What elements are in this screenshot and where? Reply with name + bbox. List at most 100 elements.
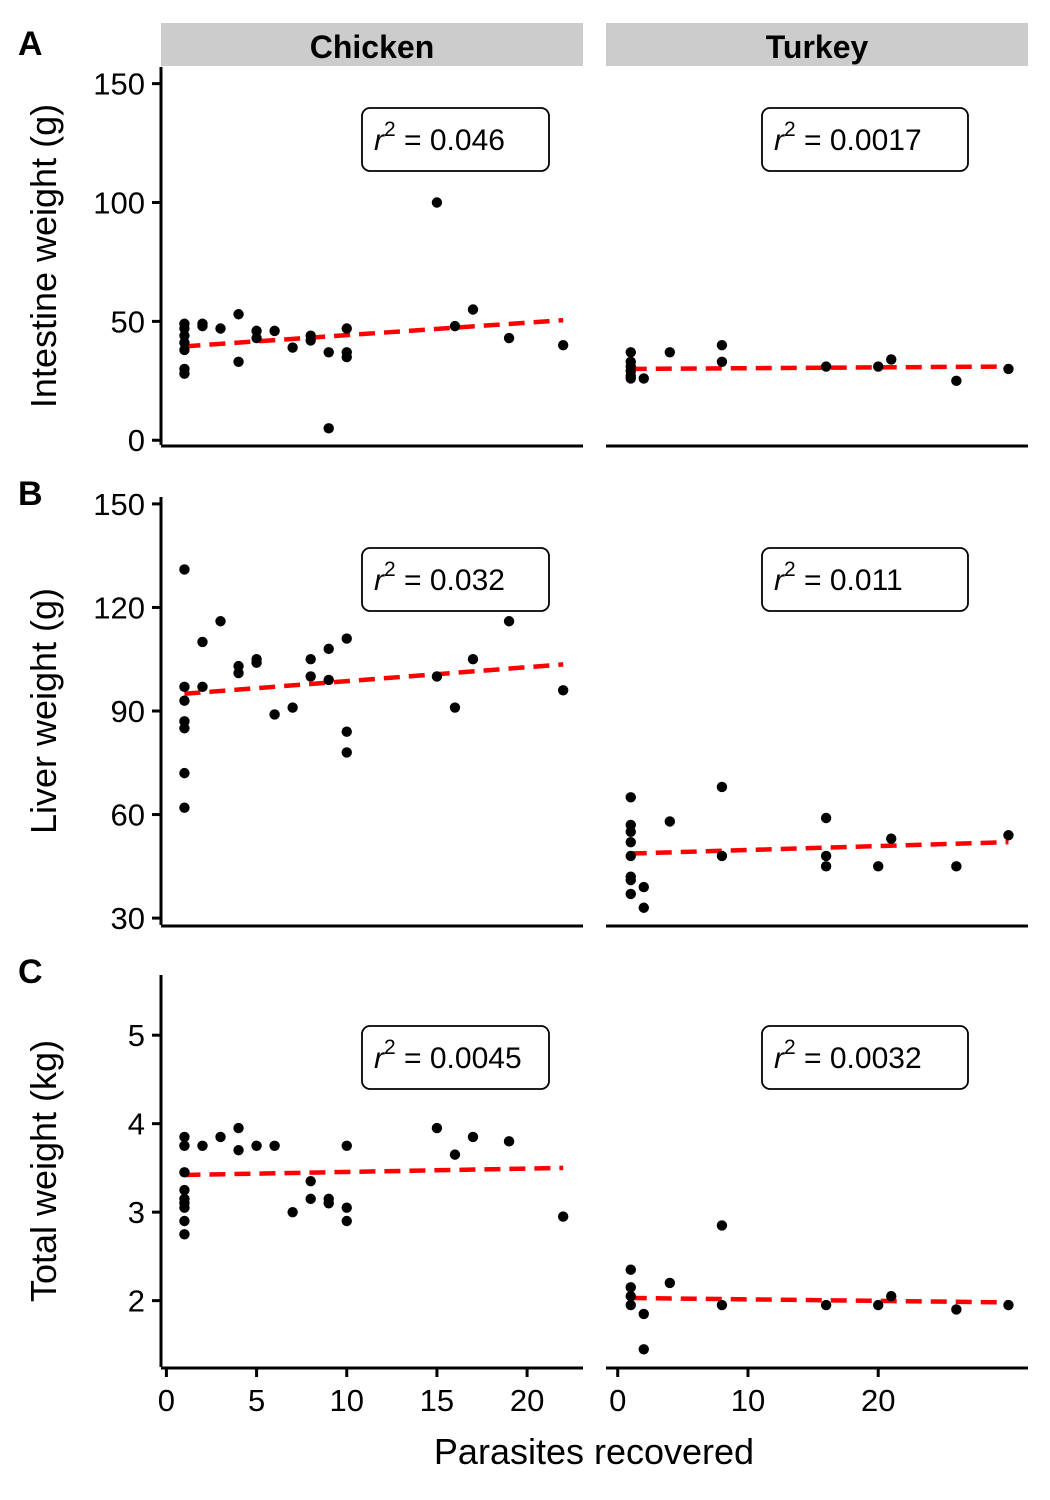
data-point bbox=[873, 1299, 884, 1311]
r2-exponent: 2 bbox=[384, 1036, 396, 1059]
data-point bbox=[215, 616, 226, 627]
data-point bbox=[625, 836, 636, 848]
data-point bbox=[233, 667, 244, 679]
data-point bbox=[287, 1206, 298, 1218]
data-point bbox=[179, 368, 190, 379]
data-point bbox=[886, 1291, 897, 1302]
data-point bbox=[179, 1131, 190, 1143]
y-tick-label: 5 bbox=[128, 1018, 145, 1053]
data-point bbox=[179, 1215, 190, 1227]
r2-exponent: 2 bbox=[784, 118, 796, 141]
regression-line bbox=[184, 662, 564, 696]
r2-symbol: r bbox=[774, 1042, 785, 1075]
data-point bbox=[503, 1136, 515, 1147]
panel-letter-b: B bbox=[18, 475, 43, 513]
data-point bbox=[951, 861, 962, 872]
data-point bbox=[179, 723, 190, 734]
r2-label: r2 = 0.0045 bbox=[374, 1036, 522, 1075]
data-point bbox=[341, 323, 352, 334]
x-tick-label: 5 bbox=[248, 1383, 265, 1418]
data-point bbox=[873, 361, 884, 372]
data-point bbox=[341, 726, 352, 737]
x-tick-label: 15 bbox=[420, 1383, 454, 1418]
data-point bbox=[233, 1122, 244, 1134]
data-point bbox=[269, 325, 280, 337]
data-point bbox=[716, 781, 728, 793]
r2-symbol: r bbox=[774, 124, 785, 157]
r2-label-box bbox=[761, 547, 969, 612]
data-point bbox=[179, 564, 190, 575]
panel-b-turkey: r2 = 0.011 bbox=[606, 547, 1028, 928]
data-point bbox=[467, 654, 479, 665]
data-point bbox=[820, 861, 832, 872]
data-point bbox=[287, 702, 298, 713]
x-tick-label: 0 bbox=[158, 1383, 175, 1418]
x-tick-label: 20 bbox=[510, 1383, 544, 1418]
data-point bbox=[664, 347, 676, 358]
data-point bbox=[179, 323, 190, 334]
data-point bbox=[179, 1167, 190, 1178]
regression-line bbox=[630, 364, 1009, 372]
data-point bbox=[341, 747, 352, 758]
r2-value: = 0.0017 bbox=[796, 124, 922, 157]
y-tick-label: 30 bbox=[111, 901, 145, 936]
data-point bbox=[233, 309, 244, 320]
data-point bbox=[716, 339, 728, 351]
data-point bbox=[305, 654, 316, 665]
data-point bbox=[820, 1299, 832, 1311]
data-point bbox=[179, 681, 190, 693]
data-point bbox=[557, 1211, 569, 1222]
data-point bbox=[179, 1229, 190, 1240]
data-point bbox=[1003, 363, 1014, 375]
y-tick-label: 100 bbox=[93, 186, 145, 221]
data-point bbox=[625, 888, 636, 900]
r2-label-box bbox=[361, 547, 550, 612]
data-point bbox=[431, 1122, 443, 1134]
data-point bbox=[625, 792, 636, 803]
r2-value: = 0.032 bbox=[396, 564, 505, 597]
data-point bbox=[716, 850, 728, 862]
data-point bbox=[820, 850, 832, 862]
y-axis-title-c: Total weight (kg) bbox=[23, 1040, 64, 1302]
panel-letter-c: C bbox=[18, 953, 43, 991]
r2-exponent: 2 bbox=[784, 558, 796, 581]
data-point bbox=[341, 1140, 352, 1151]
y-axis-title-a: Intestine weight (g) bbox=[23, 104, 64, 408]
y-tick-label: 120 bbox=[93, 590, 145, 625]
panel-c-turkey: r2 = 0.0032 bbox=[606, 1025, 1028, 1370]
data-point bbox=[638, 1308, 649, 1320]
data-point bbox=[625, 850, 636, 862]
r2-exponent: 2 bbox=[384, 118, 396, 141]
data-point bbox=[431, 671, 443, 682]
data-point bbox=[625, 1291, 636, 1302]
data-point bbox=[305, 335, 316, 346]
r2-label: r2 = 0.046 bbox=[374, 118, 505, 157]
data-point bbox=[886, 354, 897, 365]
data-point bbox=[557, 339, 569, 351]
data-point bbox=[269, 1140, 280, 1151]
data-point bbox=[625, 826, 636, 838]
regression-line bbox=[630, 839, 1009, 856]
data-point bbox=[251, 657, 262, 668]
data-point bbox=[449, 320, 461, 332]
x-tick-label: 20 bbox=[861, 1383, 895, 1418]
r2-symbol: r bbox=[774, 564, 785, 597]
data-point bbox=[251, 325, 262, 337]
data-point bbox=[503, 616, 515, 627]
data-point bbox=[197, 681, 208, 693]
data-point bbox=[467, 1131, 479, 1143]
data-point bbox=[179, 330, 190, 341]
facet-label-chicken: Chicken bbox=[310, 29, 434, 65]
r2-label-box bbox=[361, 1025, 550, 1090]
r2-label-box bbox=[761, 107, 969, 172]
data-point bbox=[233, 356, 244, 367]
y-tick-label: 4 bbox=[128, 1107, 145, 1142]
data-point bbox=[251, 332, 262, 344]
y-tick-label: 150 bbox=[93, 487, 145, 522]
data-point bbox=[197, 1140, 208, 1151]
data-point bbox=[197, 320, 208, 332]
